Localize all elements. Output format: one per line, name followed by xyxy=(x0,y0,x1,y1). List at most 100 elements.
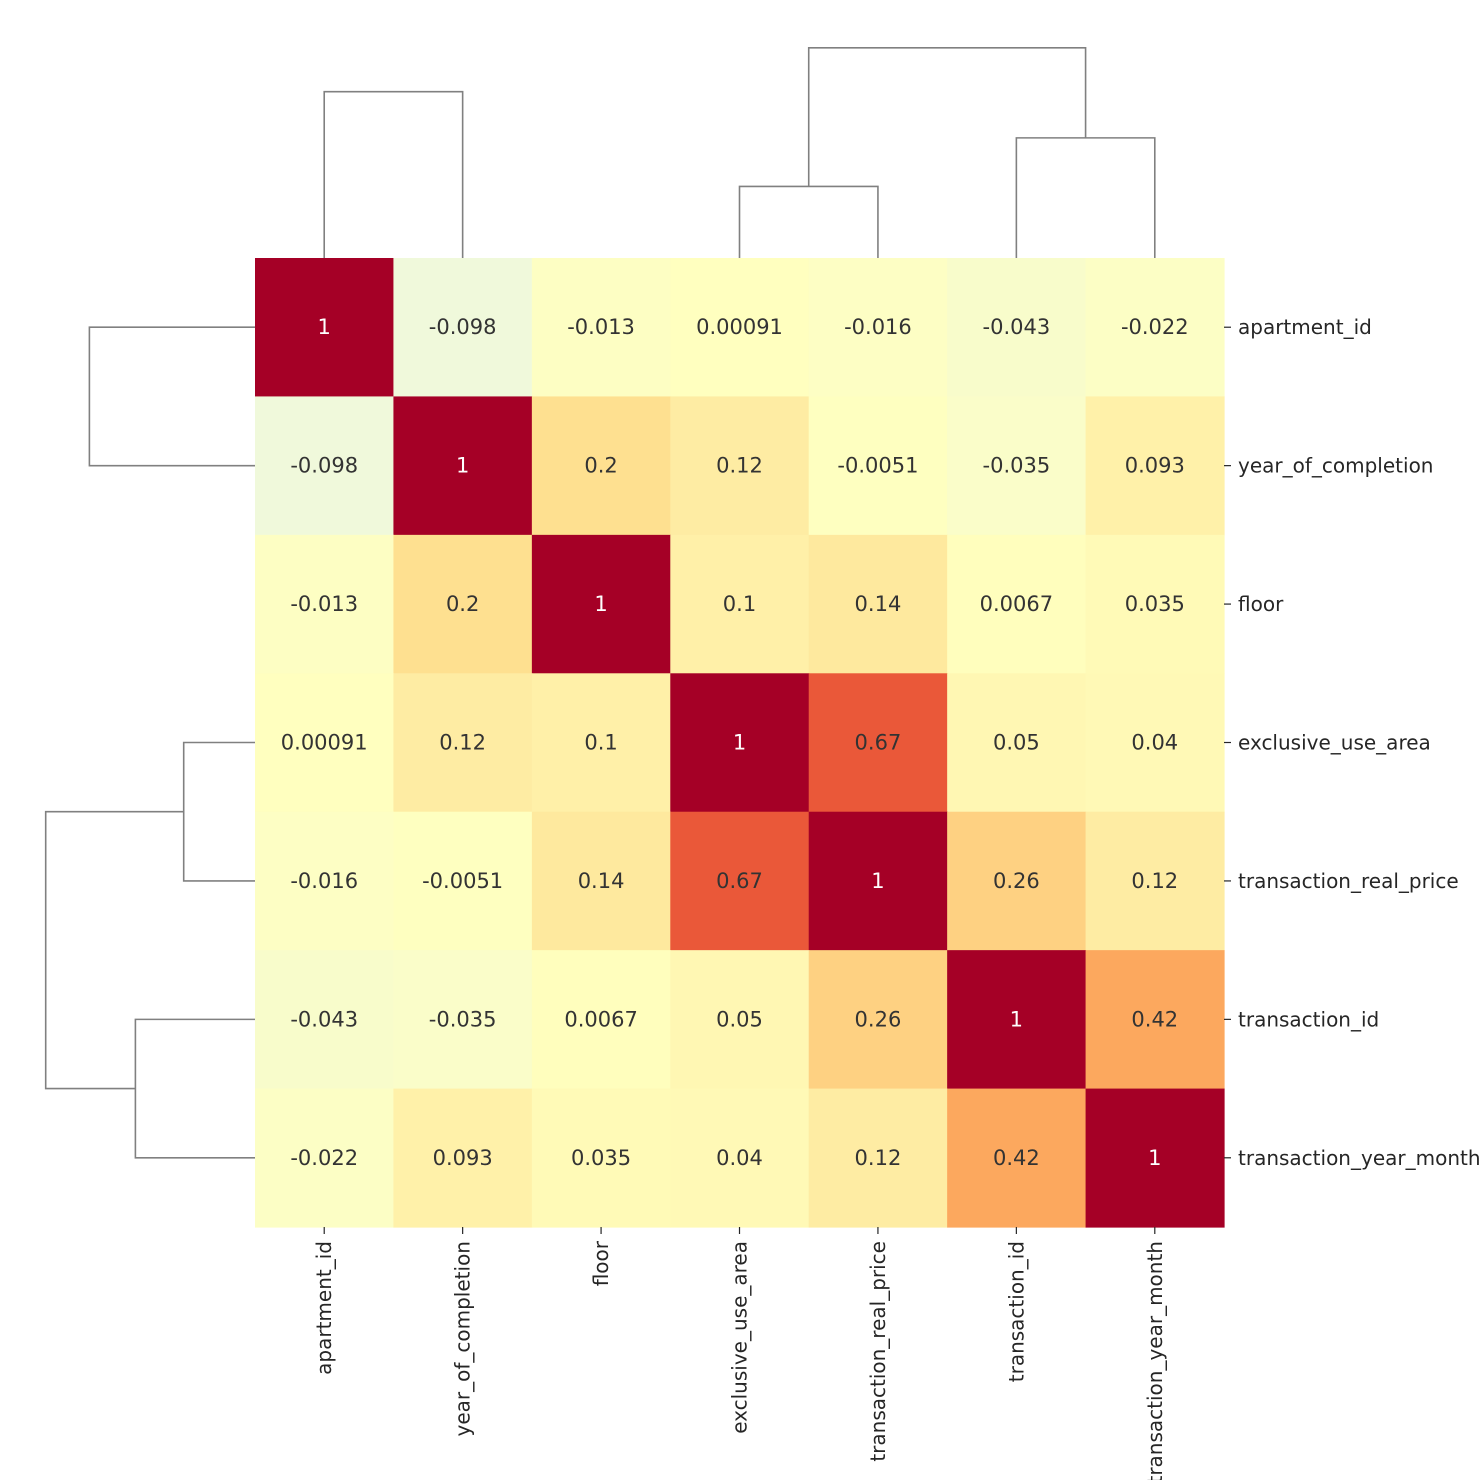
heatmap-cell xyxy=(670,673,810,813)
heatmap-cell xyxy=(393,673,533,813)
column-dendrogram-link xyxy=(323,90,464,258)
cell-annotation: 0.035 xyxy=(571,1146,631,1170)
row-label: transaction_year_month xyxy=(1238,1146,1480,1170)
cell-annotation: 0.12 xyxy=(439,731,486,755)
heatmap-cell xyxy=(808,396,948,536)
column-tick-labels: apartment_id year_of_completion floor exclu… xyxy=(312,1227,1167,1480)
row-label: year_of_completion xyxy=(1238,454,1433,478)
heatmap-cell xyxy=(255,534,395,674)
heatmap-cell xyxy=(393,950,533,1090)
cell-annotation: -0.016 xyxy=(844,315,912,339)
heatmap-cell xyxy=(531,811,671,951)
heatmap-cells: 1 -0.098 -0.013 0.00091 -0.016 -0.043 -0.022 -0… xyxy=(255,258,1225,1228)
row-dendrogram-link xyxy=(134,1018,255,1159)
cell-annotation: 0.0067 xyxy=(564,1007,637,1031)
col-label: transaction_real_price xyxy=(866,1241,890,1462)
heatmap-cell xyxy=(1085,673,1225,813)
heatmap-cell xyxy=(393,1088,533,1228)
heatmap-cell xyxy=(393,258,533,398)
cell-annotation: 0.12 xyxy=(855,1146,902,1170)
heatmap-cell xyxy=(531,950,671,1090)
column-dendrogram-link xyxy=(1015,137,1156,258)
heatmap-cell xyxy=(531,534,671,674)
cell-annotation: 0.04 xyxy=(1131,731,1178,755)
cell-annotation: -0.022 xyxy=(1121,315,1189,339)
row-dendrogram-link xyxy=(182,741,255,882)
cell-annotation: -0.098 xyxy=(290,454,358,478)
cell-annotation: 0.093 xyxy=(1125,454,1185,478)
cell-annotation: 1 xyxy=(456,454,469,478)
cell-annotation: -0.0051 xyxy=(837,454,918,478)
cell-annotation: 0.26 xyxy=(855,1007,902,1031)
col-label: exclusive_use_area xyxy=(728,1241,752,1434)
cell-annotation: 0.05 xyxy=(716,1007,763,1031)
cell-annotation: 0.035 xyxy=(1125,592,1185,616)
heatmap-cell xyxy=(255,1088,395,1228)
heatmap-cell xyxy=(531,396,671,536)
heatmap-cell xyxy=(670,811,810,951)
column-dendrogram xyxy=(323,46,1156,258)
heatmap-cell xyxy=(947,1088,1087,1228)
col-label: apartment_id xyxy=(312,1241,336,1375)
cell-annotation: -0.022 xyxy=(290,1146,358,1170)
cell-annotation: 0.42 xyxy=(993,1146,1040,1170)
cell-annotation: 0.14 xyxy=(578,869,625,893)
row-label: floor xyxy=(1238,592,1284,616)
column-dendrogram-link xyxy=(807,46,1087,187)
cell-annotation: 0.1 xyxy=(723,592,756,616)
heatmap-cell xyxy=(531,1088,671,1228)
heatmap-cell xyxy=(255,811,395,951)
heatmap-cell xyxy=(255,673,395,813)
cell-annotation: -0.035 xyxy=(429,1007,497,1031)
cell-annotation: 1 xyxy=(733,731,746,755)
cell-annotation: 0.2 xyxy=(584,454,617,478)
heatmap-cell xyxy=(947,534,1087,674)
heatmap-cell xyxy=(808,534,948,674)
cell-annotation: 0.42 xyxy=(1131,1007,1178,1031)
heatmap-cell xyxy=(670,258,810,398)
cell-annotation: 0.12 xyxy=(716,454,763,478)
heatmap-cell xyxy=(947,811,1087,951)
row-dendrogram-link xyxy=(88,326,255,467)
cell-annotation: 1 xyxy=(1148,1146,1161,1170)
row-label: transaction_real_price xyxy=(1238,869,1459,893)
heatmap-cell xyxy=(255,258,395,398)
heatmap-cell xyxy=(947,950,1087,1090)
heatmap-cell xyxy=(670,396,810,536)
heatmap-cell xyxy=(1085,1088,1225,1228)
heatmap-cell xyxy=(808,950,948,1090)
heatmap-cell xyxy=(808,1088,948,1228)
col-label: floor xyxy=(589,1240,613,1286)
cell-annotation: -0.016 xyxy=(290,869,358,893)
cell-annotation: 1 xyxy=(594,592,607,616)
cell-annotation: 0.67 xyxy=(855,731,902,755)
column-dendrogram-link xyxy=(738,185,879,258)
heatmap-cell xyxy=(947,258,1087,398)
heatmap-cell xyxy=(255,396,395,536)
cell-annotation: 0.12 xyxy=(1131,869,1178,893)
row-dendrogram xyxy=(44,326,255,1159)
cell-annotation: 0.26 xyxy=(993,869,1040,893)
heatmap-cell xyxy=(947,673,1087,813)
heatmap-cell xyxy=(1085,534,1225,674)
heatmap-cell xyxy=(1085,258,1225,398)
row-dendrogram-link xyxy=(44,810,184,1090)
heatmap-cell xyxy=(255,950,395,1090)
heatmap-cell xyxy=(531,258,671,398)
cell-annotation: -0.043 xyxy=(290,1007,358,1031)
cell-annotation: 0.00091 xyxy=(281,731,368,755)
cell-annotation: 0.2 xyxy=(446,592,479,616)
cell-annotation: 0.04 xyxy=(716,1146,763,1170)
col-label: year_of_completion xyxy=(451,1241,475,1436)
heatmap-cell xyxy=(393,811,533,951)
heatmap-cell xyxy=(1085,396,1225,536)
row-label: transaction_id xyxy=(1238,1007,1379,1031)
cell-annotation: 0.05 xyxy=(993,731,1040,755)
cell-annotation: 0.1 xyxy=(584,731,617,755)
heatmap-cell xyxy=(393,534,533,674)
cell-annotation: -0.013 xyxy=(567,315,635,339)
cell-annotation: 0.0067 xyxy=(980,592,1053,616)
heatmap-cell xyxy=(393,396,533,536)
heatmap-cell xyxy=(670,950,810,1090)
